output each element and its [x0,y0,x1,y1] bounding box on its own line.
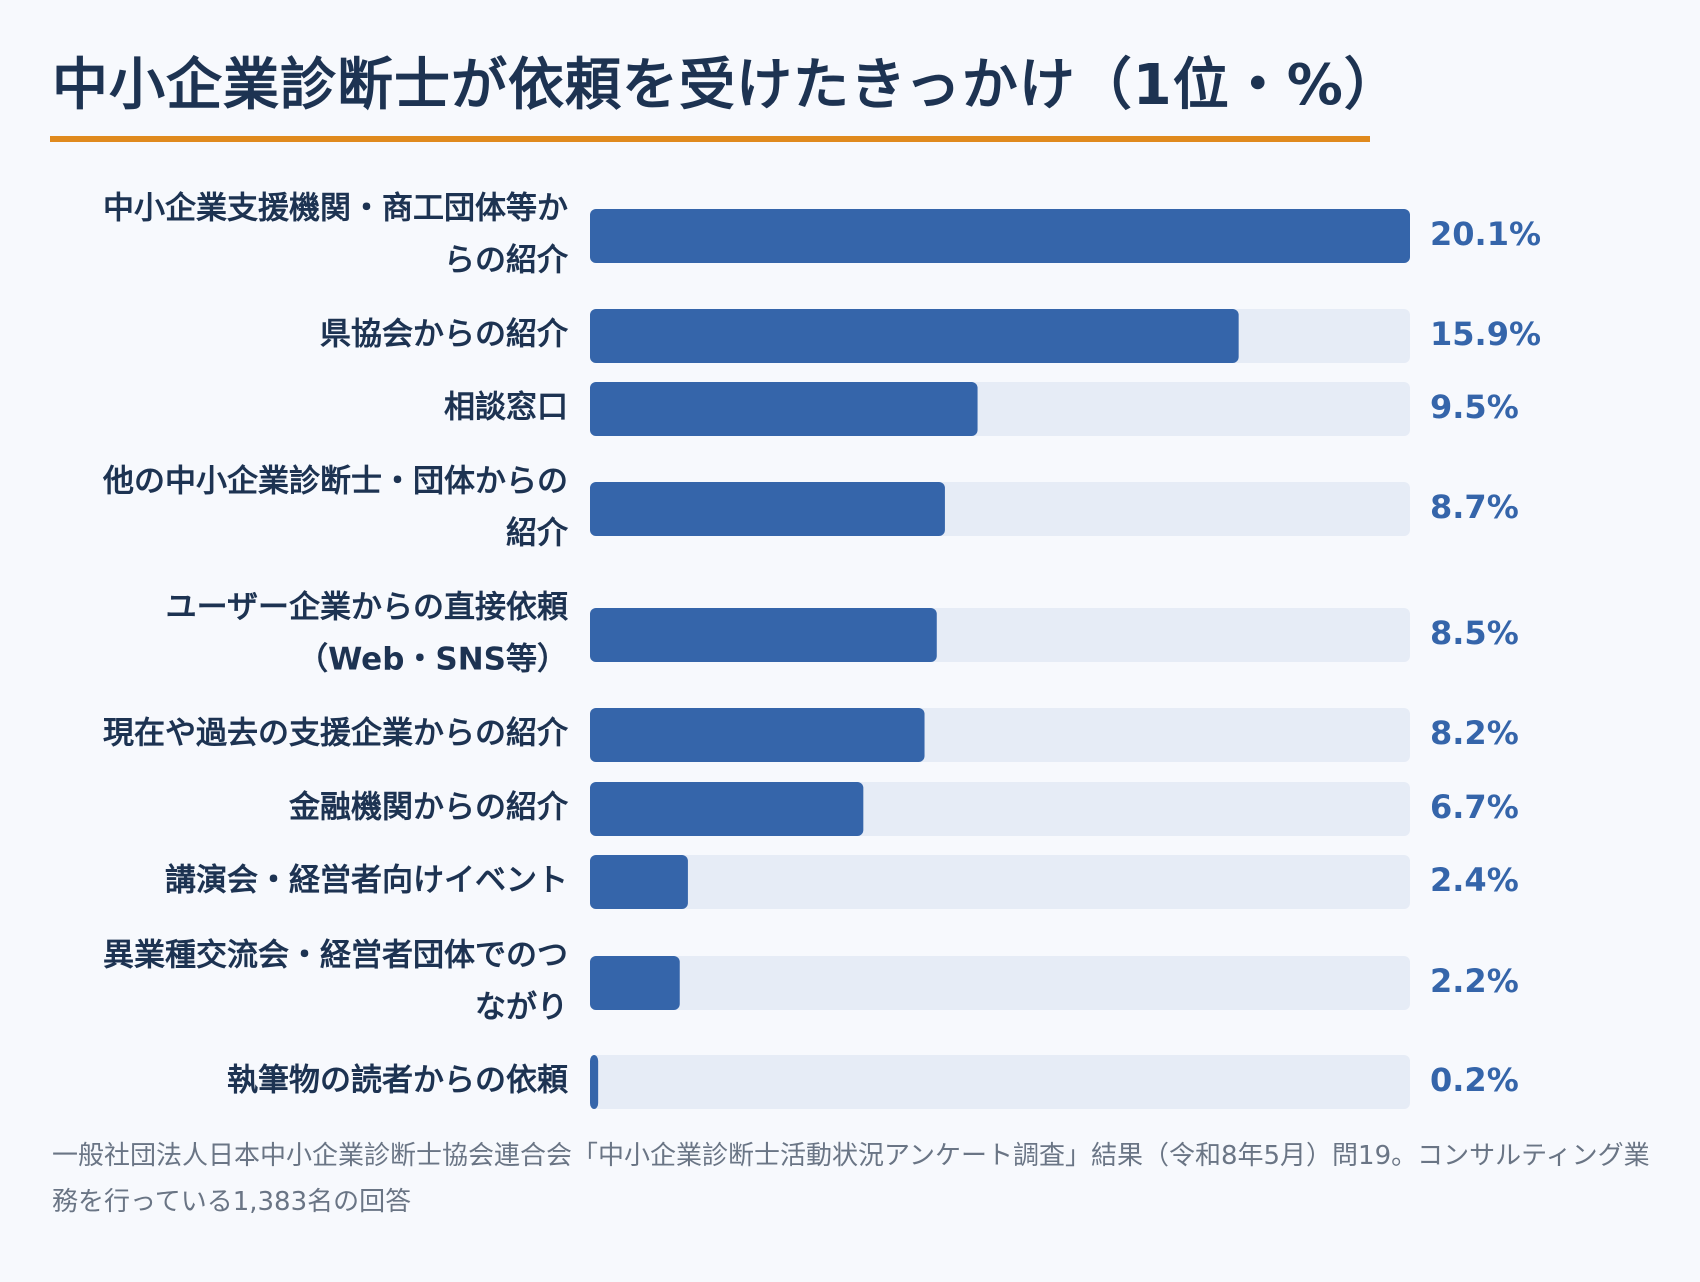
value-label: 2.2% [1430,962,1519,1000]
category-label: 現在や過去の支援企業からの紹介 [103,716,569,752]
category-label-line: ながり [475,990,568,1026]
bar [590,309,1239,363]
value-label: 8.2% [1430,714,1519,752]
category-label-line: 紹介 [506,516,569,552]
category-label: 中小企業支援機関・商工団体等からの紹介 [103,191,569,279]
title-underline [50,136,1370,142]
bar-track [590,956,1410,1010]
source-note: 一般社団法人日本中小企業診断士協会連合会「中小企業診断士活動状況アンケート調査」… [52,1141,1650,1217]
chart-title: 中小企業診断士が依頼を受けたきっかけ（1位・%） [52,53,1401,118]
category-label-line: 金融機関からの紹介 [288,790,569,826]
bar [590,209,1410,263]
value-label: 0.2% [1430,1061,1519,1099]
category-label-line: 中小企業支援機関・商工団体等か [103,191,568,227]
value-label: 8.5% [1430,614,1519,652]
category-label: 県協会からの紹介 [320,317,569,353]
value-label: 20.1% [1430,215,1541,253]
category-label: 異業種交流会・経営者団体でのつながり [103,938,568,1026]
category-label: 執筆物の読者からの依頼 [227,1063,569,1099]
category-label: 相談窓口 [444,390,568,426]
bar [590,782,864,836]
category-label-line: 講演会・経営者向けイベント [165,863,568,899]
category-label-line: 他の中小企業診断士・団体からの [102,464,568,500]
category-label: 講演会・経営者向けイベント [165,863,568,899]
category-label-line: 相談窓口 [444,390,568,426]
category-label-line: 現在や過去の支援企業からの紹介 [103,716,569,752]
value-label: 2.4% [1430,861,1519,899]
bar [590,956,680,1010]
category-label-line: ユーザー企業からの直接依頼 [166,590,569,626]
bar [590,382,978,436]
bar [590,482,945,536]
value-label: 9.5% [1430,388,1519,426]
category-label: 他の中小企業診断士・団体からの紹介 [102,464,569,552]
bar [590,708,925,762]
category-label: 金融機関からの紹介 [288,790,569,826]
value-label: 6.7% [1430,788,1519,826]
category-label-line: らの紹介 [444,243,569,279]
bar-track [590,1055,1410,1109]
category-label-line: 県協会からの紹介 [320,317,569,353]
value-label: 15.9% [1430,315,1541,353]
category-label-line: （Web・SNS等） [297,642,568,678]
bar [590,1055,599,1109]
category-label-line: 異業種交流会・経営者団体でのつ [103,938,568,974]
bar [590,855,688,909]
value-label: 8.7% [1430,488,1519,526]
bar [590,608,937,662]
category-label: ユーザー企業からの直接依頼 （Web・SNS等） [166,590,569,678]
category-label-line: 執筆物の読者からの依頼 [227,1063,569,1099]
bar-track [590,855,1410,909]
